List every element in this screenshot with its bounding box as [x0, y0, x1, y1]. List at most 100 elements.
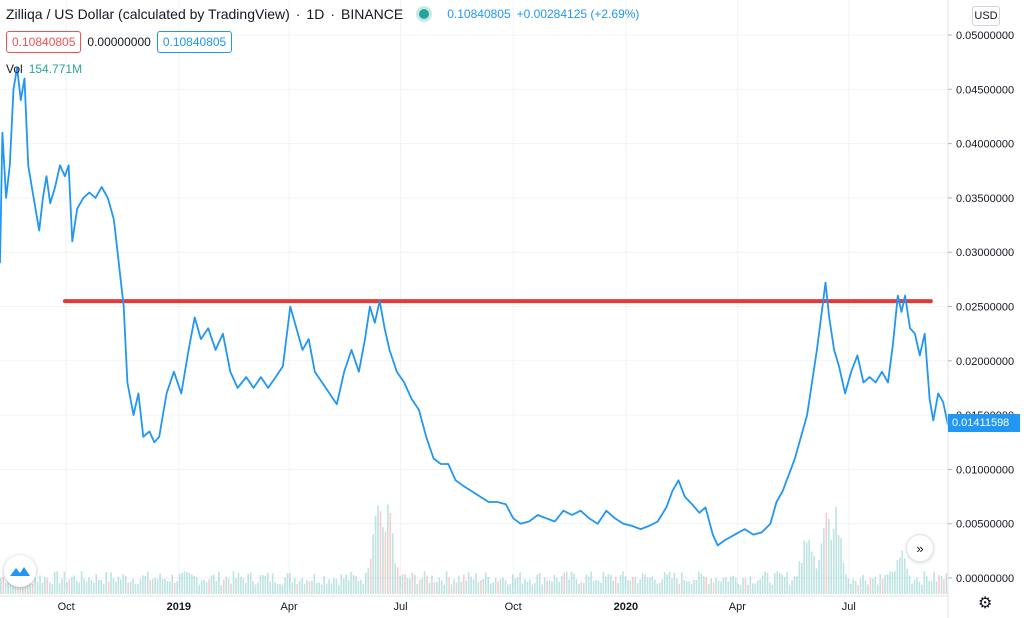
volume-bar [48, 582, 51, 594]
volume-bar [930, 581, 933, 594]
volume-bar [847, 578, 850, 594]
price-tick-label: 0.03000000 [956, 247, 1014, 259]
volume-bar [651, 576, 654, 594]
tradingview-logo-icon[interactable] [4, 555, 36, 587]
volume-bar [521, 583, 524, 594]
volume-bar [100, 579, 103, 594]
volume-bar [259, 575, 262, 594]
price-tick-label: 0.00000000 [956, 573, 1014, 585]
volume-bar [494, 578, 497, 594]
double-chevron-right-icon[interactable]: » [906, 534, 934, 562]
volume-bar [840, 538, 842, 594]
volume-bar [737, 583, 739, 594]
volume-bar [115, 581, 117, 594]
volume-bar [688, 581, 690, 594]
volume-bar [832, 529, 835, 594]
volume-bar [298, 580, 301, 594]
volume-bar [923, 571, 926, 594]
volume-bar [382, 527, 384, 594]
gear-icon[interactable]: ⚙ [978, 595, 993, 612]
volume-bar [63, 571, 66, 594]
currency-button[interactable]: USD [972, 6, 1000, 26]
volume-bar [678, 583, 681, 594]
volume-bar [193, 575, 196, 594]
volume-bar [235, 578, 237, 594]
sell-price-box[interactable]: 0.10840805 [6, 31, 82, 53]
volume-bar [524, 579, 526, 594]
volume-bar [487, 576, 490, 594]
volume-value: 154.771M [28, 62, 83, 76]
volume-bar [308, 581, 311, 594]
volume-bar [181, 572, 183, 594]
volume-bar [720, 581, 722, 594]
volume-bar [149, 580, 152, 594]
volume-bar [509, 583, 512, 594]
volume-bar [120, 579, 122, 594]
buy-price-box[interactable]: 0.10840805 [156, 31, 233, 53]
volume-bar [36, 581, 39, 594]
volume-bar [85, 581, 88, 594]
volume-bar [526, 581, 529, 594]
volume-bar [820, 543, 823, 594]
volume-bar [805, 542, 808, 594]
volume-bar [176, 581, 178, 594]
volume-bar [117, 576, 120, 594]
volume-bar [485, 572, 487, 594]
volume-bar [291, 582, 294, 594]
volume-bar [808, 540, 810, 594]
separator: · [330, 6, 335, 22]
volume-bar [44, 577, 46, 594]
volume-bar [489, 583, 492, 594]
time-tick-label: Jul [842, 601, 856, 613]
volume-bar [122, 574, 125, 594]
volume-bar [935, 581, 938, 594]
volume-bar [617, 582, 619, 594]
volume-bar [191, 574, 193, 594]
volume-bar [24, 580, 27, 594]
volume-bar [850, 583, 852, 594]
volume-bar [825, 512, 828, 594]
volume-bar [0, 578, 2, 594]
volume-bar [673, 572, 676, 594]
volume-bar [818, 559, 820, 594]
volume-bar [254, 584, 257, 594]
volume-bar [541, 584, 543, 594]
volume-bar [894, 571, 896, 594]
volume-bar [142, 575, 144, 594]
volume-bar [759, 578, 761, 594]
volume-bar [587, 576, 590, 594]
volume-bar [249, 572, 252, 594]
volume-bar [732, 575, 735, 594]
volume-bar [56, 571, 58, 594]
volume-bar [703, 576, 705, 594]
symbol-title[interactable]: Zilliqa / US Dollar (calculated by Tradi… [6, 6, 290, 22]
price-series-line [0, 66, 949, 547]
volume-bar [879, 573, 882, 594]
ohlc-values: 0.10840805 0.00000000 0.10840805 [6, 31, 233, 53]
price-tick-label: 0.02500000 [956, 302, 1014, 314]
volume-bar [943, 579, 945, 594]
volume-bar [712, 582, 715, 594]
volume-bar [658, 582, 661, 594]
volume-bar [756, 580, 759, 594]
volume-bar [293, 577, 296, 594]
last-price-label: 0.01411598 [948, 414, 1020, 432]
volume-bar [661, 579, 663, 594]
volume-bar [396, 567, 399, 594]
interval-label[interactable]: 1D [306, 6, 325, 22]
volume-bar [727, 581, 730, 594]
volume-bar [634, 576, 637, 594]
volume-bar [335, 579, 338, 594]
volume-bar [39, 575, 41, 594]
volume-bar [717, 580, 720, 594]
volume-bar [41, 582, 44, 594]
volume-bar [29, 575, 31, 594]
volume-bar [328, 579, 330, 594]
header-price: 0.10840805 [447, 7, 511, 21]
volume-bar [602, 572, 605, 594]
volume-bar [240, 576, 242, 594]
volume-bar [921, 584, 923, 594]
volume-bar [53, 571, 56, 594]
volume-bar [200, 580, 203, 594]
